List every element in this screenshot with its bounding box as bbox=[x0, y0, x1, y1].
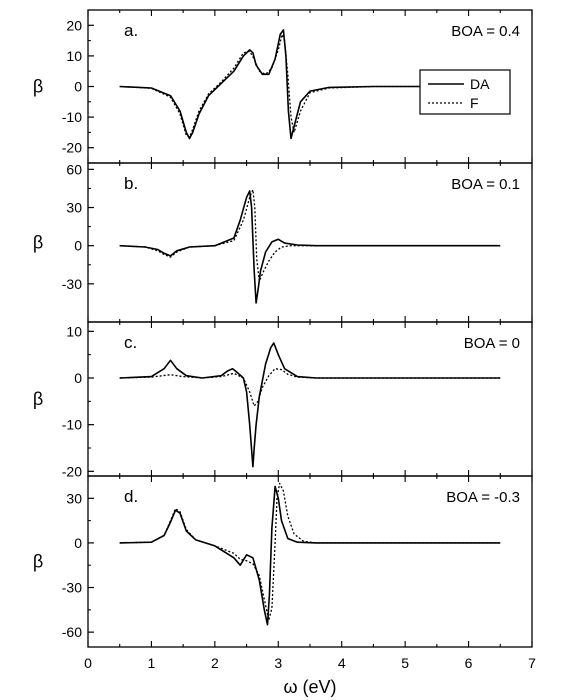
panel-label: b. bbox=[124, 174, 138, 193]
y-tick-label: -60 bbox=[62, 624, 82, 640]
y-tick-label: 0 bbox=[74, 79, 82, 95]
y-tick-label: -20 bbox=[62, 463, 82, 479]
y-tick-label: 30 bbox=[66, 490, 82, 506]
legend-label-f: F bbox=[470, 95, 479, 111]
x-axis: 0 1 2 3 4 5 6 7 bbox=[84, 655, 536, 671]
y-tick-label: -30 bbox=[62, 580, 82, 596]
y-tick-label: 10 bbox=[66, 323, 82, 339]
x-tick-label: 7 bbox=[528, 655, 536, 671]
legend-label-da: DA bbox=[470, 76, 490, 92]
x-tick-label: 6 bbox=[465, 655, 473, 671]
y-tick-label: -20 bbox=[62, 140, 82, 156]
x-axis-title: ω (eV) bbox=[283, 677, 336, 697]
y-tick-label: 0 bbox=[74, 238, 82, 254]
series-da-line bbox=[119, 342, 501, 468]
y-axis-title: β bbox=[33, 77, 43, 97]
y-tick-label: 20 bbox=[66, 17, 82, 33]
x-tick-label: 5 bbox=[401, 655, 409, 671]
x-tick-label: 0 bbox=[84, 655, 92, 671]
x-tick-label: 4 bbox=[338, 655, 346, 671]
panel-b: 60 30 0 -30 β b. BOA = 0.1 bbox=[33, 161, 533, 323]
panel-c: 10 0 -10 -20 β c. BOA = 0 bbox=[33, 321, 533, 479]
panel-label: d. bbox=[124, 487, 138, 506]
panel-d: 30 0 -30 -60 β d. BOA = -0.3 bbox=[33, 475, 533, 648]
x-tick-label: 1 bbox=[148, 655, 156, 671]
y-tick-label: -10 bbox=[62, 109, 82, 125]
y-tick-label: 30 bbox=[66, 200, 82, 216]
y-tick-label: 60 bbox=[66, 161, 82, 177]
y-tick-label: 0 bbox=[74, 535, 82, 551]
series-f-line bbox=[119, 368, 501, 407]
panels: 20 10 0 -10 -20 β a. BOA = 0.4 60 30 0 -30 β b. BOA = … bbox=[33, 9, 533, 648]
boa-annotation: BOA = 0 bbox=[464, 335, 520, 352]
x-tick-label: 3 bbox=[274, 655, 282, 671]
boa-annotation: BOA = 0.4 bbox=[451, 23, 520, 40]
x-tick-label: 2 bbox=[211, 655, 219, 671]
series-f-line bbox=[119, 482, 501, 621]
series-f-line bbox=[119, 33, 501, 138]
legend-box bbox=[419, 69, 511, 115]
boa-annotation: BOA = -0.3 bbox=[446, 489, 520, 506]
y-axis-title: β bbox=[33, 389, 43, 409]
panel-label: a. bbox=[124, 21, 138, 40]
y-tick-label: 10 bbox=[66, 48, 82, 64]
boa-annotation: BOA = 0.1 bbox=[451, 176, 520, 193]
y-axis-title: β bbox=[33, 552, 43, 572]
y-tick-label: -30 bbox=[62, 276, 82, 292]
panel-label: c. bbox=[124, 333, 137, 352]
y-axis-title: β bbox=[33, 233, 43, 253]
legend: DA F bbox=[419, 69, 511, 115]
y-tick-label: 0 bbox=[74, 370, 82, 386]
series-da-line bbox=[119, 485, 501, 626]
series-da-line bbox=[119, 190, 501, 304]
series-f-line bbox=[119, 189, 501, 282]
y-tick-label: -10 bbox=[62, 417, 82, 433]
